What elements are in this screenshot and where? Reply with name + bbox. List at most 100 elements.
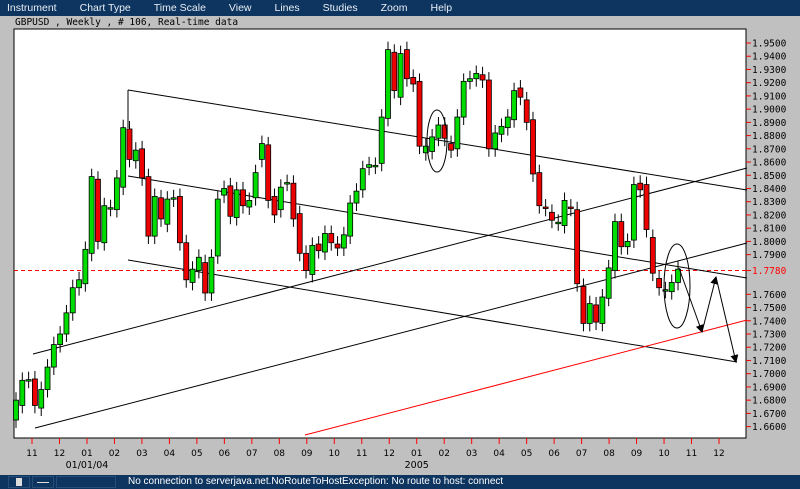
menu-bar: Instrument Chart Type Time Scale View Lines S… bbox=[0, 0, 800, 16]
candle bbox=[404, 41, 410, 87]
menu-lines[interactable]: Lines bbox=[274, 2, 300, 14]
y-tick-label: 1.8200 bbox=[752, 210, 787, 221]
candle bbox=[303, 245, 309, 279]
menu-zoom[interactable]: Zoom bbox=[380, 2, 408, 14]
candle-body bbox=[240, 189, 246, 207]
candle-body bbox=[19, 379, 26, 406]
x-tick-label: 03 bbox=[466, 449, 477, 459]
y-tick-label: 1.6700 bbox=[752, 409, 787, 420]
candle bbox=[656, 270, 663, 296]
candle bbox=[38, 381, 45, 417]
candle-body bbox=[88, 176, 95, 254]
candle-body bbox=[158, 197, 164, 220]
candle bbox=[208, 249, 215, 301]
candle-body bbox=[542, 206, 549, 209]
x-tick-label: 07 bbox=[246, 449, 257, 459]
candle bbox=[511, 82, 517, 128]
menu-instrument[interactable]: Instrument bbox=[7, 2, 57, 14]
candle-body bbox=[309, 244, 316, 275]
trendline[interactable] bbox=[34, 242, 748, 429]
candle bbox=[637, 175, 644, 198]
candle bbox=[322, 225, 328, 260]
candle bbox=[50, 336, 57, 376]
y-tick-label: 1.7200 bbox=[752, 343, 787, 354]
candle-body bbox=[132, 149, 139, 162]
x-tick-label: 03 bbox=[136, 449, 147, 459]
candle bbox=[101, 197, 108, 251]
candle-body bbox=[599, 296, 606, 324]
x-tick-label: 12 bbox=[384, 449, 395, 459]
candle-body bbox=[561, 200, 568, 226]
candle-body bbox=[473, 73, 480, 80]
candle-body bbox=[359, 168, 366, 191]
x-tick-label: 05 bbox=[521, 449, 532, 459]
trendline[interactable] bbox=[32, 167, 748, 355]
candle bbox=[95, 171, 101, 250]
candle-body bbox=[76, 279, 82, 289]
trendline[interactable] bbox=[127, 89, 748, 191]
projection-arrow[interactable] bbox=[678, 267, 704, 333]
price-chart[interactable]: 1.9500 1.9400 1.9300 1.9200 1.9100 1.9000 1.89… bbox=[0, 0, 800, 475]
crosshair-button[interactable] bbox=[32, 476, 54, 488]
candle bbox=[145, 168, 152, 245]
y-tick-label: 1.6900 bbox=[752, 382, 787, 393]
candle bbox=[586, 295, 593, 332]
candle-body bbox=[44, 366, 51, 390]
candle bbox=[284, 174, 291, 192]
candle-body bbox=[145, 176, 152, 237]
candle-body bbox=[57, 333, 64, 345]
candle bbox=[479, 66, 486, 88]
candle-body bbox=[460, 80, 467, 118]
trendline[interactable] bbox=[127, 259, 738, 363]
candle-body bbox=[296, 213, 303, 254]
candle bbox=[126, 121, 133, 168]
candle bbox=[422, 138, 429, 161]
candle bbox=[366, 156, 372, 176]
annotation-ellipse[interactable] bbox=[426, 109, 448, 173]
x-tick-label: 08 bbox=[274, 449, 286, 459]
candle-body bbox=[113, 177, 120, 211]
projection-arrow[interactable] bbox=[715, 276, 739, 363]
y-tick-label: 1.8800 bbox=[752, 131, 787, 142]
y-tick-label: 1.8600 bbox=[752, 158, 787, 169]
support-line[interactable] bbox=[304, 319, 748, 436]
menu-view[interactable]: View bbox=[228, 2, 252, 14]
candle bbox=[309, 237, 316, 283]
menu-time-scale[interactable]: Time Scale bbox=[153, 2, 206, 14]
candle bbox=[643, 176, 650, 238]
x-tick-label: 04 bbox=[493, 449, 505, 459]
x-year-label: 2005 bbox=[405, 460, 429, 471]
candle bbox=[662, 281, 669, 299]
projection-arrow[interactable] bbox=[701, 276, 719, 333]
candle bbox=[618, 213, 625, 255]
candle bbox=[246, 192, 253, 215]
candle bbox=[517, 80, 524, 106]
x-tick-label: 12 bbox=[713, 449, 724, 459]
menu-studies[interactable]: Studies bbox=[322, 2, 358, 14]
candle bbox=[88, 168, 95, 262]
y-tick-label: 1.8300 bbox=[752, 197, 787, 208]
candle bbox=[158, 189, 164, 227]
y-tick-label: 1.8900 bbox=[752, 118, 787, 129]
candle-body bbox=[25, 379, 32, 382]
y-tick-label: 1.7400 bbox=[752, 316, 787, 327]
candle bbox=[448, 135, 454, 159]
candle bbox=[378, 109, 385, 172]
pin-button[interactable] bbox=[8, 476, 30, 488]
candle bbox=[467, 70, 473, 90]
candle-body bbox=[195, 256, 202, 271]
menu-chart-type[interactable]: Chart Type bbox=[79, 2, 131, 14]
candle bbox=[13, 392, 19, 428]
candle-body bbox=[580, 285, 587, 324]
candle-body bbox=[454, 116, 461, 150]
y-tick-label: 1.7900 bbox=[752, 250, 787, 261]
candle bbox=[252, 164, 259, 206]
annotation-ellipse[interactable] bbox=[663, 243, 691, 329]
candle-body bbox=[290, 182, 297, 220]
menu-help[interactable]: Help bbox=[430, 2, 453, 14]
candle bbox=[107, 199, 114, 217]
candle-body bbox=[120, 127, 127, 188]
candle-body bbox=[177, 196, 183, 244]
candle-body bbox=[656, 278, 663, 289]
y-tick-label: 1.8000 bbox=[752, 237, 787, 248]
